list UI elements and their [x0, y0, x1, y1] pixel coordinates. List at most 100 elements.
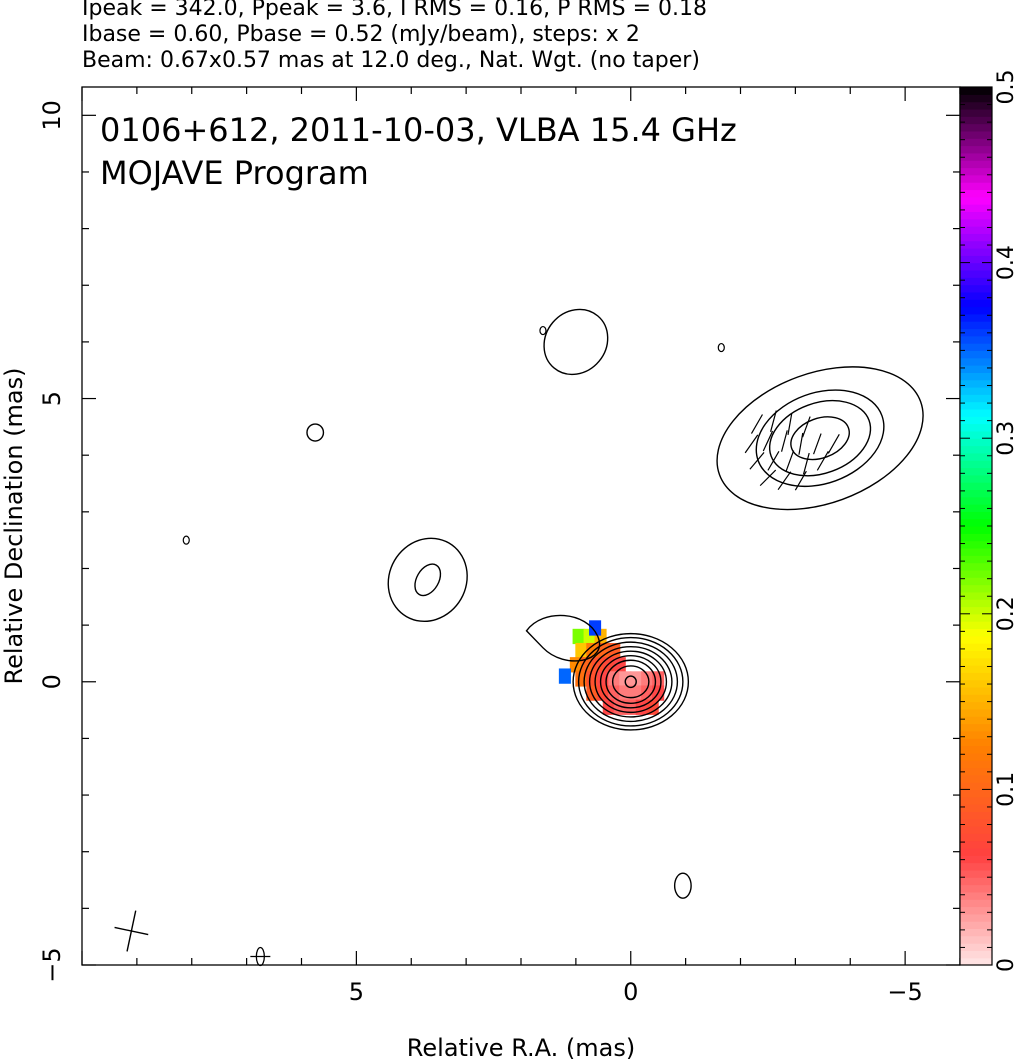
colorbar-segment — [960, 379, 992, 388]
pol-cell — [608, 685, 621, 701]
evpa-tick — [777, 471, 792, 491]
colorbar-segment — [960, 160, 992, 169]
colorbar-segment — [960, 621, 992, 630]
colorbar-segment — [960, 701, 992, 710]
colorbar-segment — [960, 372, 992, 381]
colorbar-segment — [960, 921, 992, 930]
colorbar-segment — [960, 306, 992, 315]
colorbar-segment — [960, 950, 992, 959]
colorbar-segment — [960, 269, 992, 278]
core-contour — [588, 645, 673, 718]
y-tick-label: 10 — [38, 100, 66, 131]
colorbar-segment — [960, 189, 992, 198]
colorbar-segment — [960, 877, 992, 886]
colorbar-segment — [960, 365, 992, 373]
colorbar-segment — [960, 686, 992, 695]
colorbar-segment — [960, 233, 992, 242]
colorbar-segment — [960, 957, 992, 966]
evpa-tick — [787, 413, 793, 435]
core-contour — [611, 665, 650, 699]
colorbar-segment — [960, 789, 992, 798]
core-contour — [583, 641, 679, 723]
component-contour-upper-right — [768, 399, 872, 477]
component-contour-bottom — [673, 872, 692, 899]
evpa-tick — [794, 470, 807, 491]
colorbar-segment — [960, 694, 992, 703]
colorbar-segment — [960, 899, 992, 908]
pol-cell — [641, 671, 654, 687]
colorbar-segment — [960, 123, 992, 132]
colorbar-segment — [960, 906, 992, 915]
colorbar-segment — [960, 167, 992, 176]
evpa-tick — [744, 434, 759, 454]
colorbar-segment — [960, 211, 992, 220]
colorbar-segment — [960, 401, 992, 410]
y-tick-label: 5 — [38, 391, 66, 406]
colorbar-segment — [960, 284, 992, 293]
evpa-tick — [802, 416, 811, 438]
colorbar-segment — [960, 752, 992, 761]
evpa-tick — [780, 430, 788, 452]
colorbar-segment — [960, 804, 992, 812]
colorbar-segment — [960, 299, 992, 308]
colorbar: 0 0.1 0.2 0.3 0.4 0.5 — [959, 70, 1019, 972]
colorbar-segment — [960, 730, 992, 739]
colorbar-segment — [960, 291, 992, 300]
contour-speck — [717, 342, 725, 353]
colorbar-segment — [960, 833, 992, 842]
colorbar-segment — [960, 650, 992, 659]
pol-cell — [597, 642, 610, 659]
colorbar-tick-label: 0 — [994, 958, 1019, 972]
colorbar-segment — [960, 504, 992, 512]
colorbar-segment — [960, 591, 992, 600]
colorbar-segment — [960, 928, 992, 937]
colorbar-segment — [960, 643, 992, 651]
colorbar-segment — [960, 943, 992, 951]
evpa-tick — [816, 451, 829, 471]
evpa-tick — [769, 410, 777, 432]
colorbar-segment — [960, 116, 992, 125]
colorbar-segment — [960, 423, 992, 432]
core-contour — [599, 655, 662, 709]
colorbar-segment — [960, 101, 992, 110]
colorbar-segment — [960, 247, 992, 256]
colorbar-segment — [960, 518, 992, 527]
colorbar-segment — [960, 277, 992, 286]
colorbar-segment — [960, 774, 992, 783]
evpa-tick — [759, 469, 777, 487]
colorbar-segment — [960, 87, 992, 95]
colorbar-segment — [960, 547, 992, 556]
colorbar-segment — [960, 723, 992, 732]
colorbar-segment — [960, 767, 992, 776]
evpa-layer — [744, 410, 840, 491]
contour-layer — [182, 308, 924, 899]
beam-minor-axis — [114, 926, 149, 936]
colorbar-segment — [960, 445, 992, 454]
colorbar-segment — [960, 313, 992, 322]
colorbar-segment — [960, 145, 992, 154]
evpa-tick — [767, 451, 780, 471]
colorbar-segment — [960, 460, 992, 469]
colorbar-segment — [960, 708, 992, 717]
component-contour-upper-right — [716, 366, 924, 511]
colorbar-segment — [960, 869, 992, 878]
x-tick-label: 5 — [349, 978, 364, 1006]
colorbar-segment — [960, 438, 992, 447]
colorbar-segment — [960, 811, 992, 820]
evpa-tick — [762, 430, 774, 452]
colorbar-segment — [960, 738, 992, 747]
colorbar-segment — [960, 262, 992, 271]
colorbar-segment — [960, 533, 992, 542]
colorbar-segment — [960, 745, 992, 754]
colorbar-segment — [960, 174, 992, 183]
colorbar-segment — [960, 935, 992, 944]
pol-cell — [608, 671, 621, 687]
colorbar-segment — [960, 218, 992, 227]
colorbar-segment — [960, 394, 992, 403]
colorbar-segment — [960, 884, 992, 893]
colorbar-segment — [960, 847, 992, 856]
colorbar-segment — [960, 891, 992, 900]
colorbar-segment — [960, 467, 992, 476]
colorbar-segment — [960, 796, 992, 805]
colorbar-segment — [960, 130, 992, 139]
